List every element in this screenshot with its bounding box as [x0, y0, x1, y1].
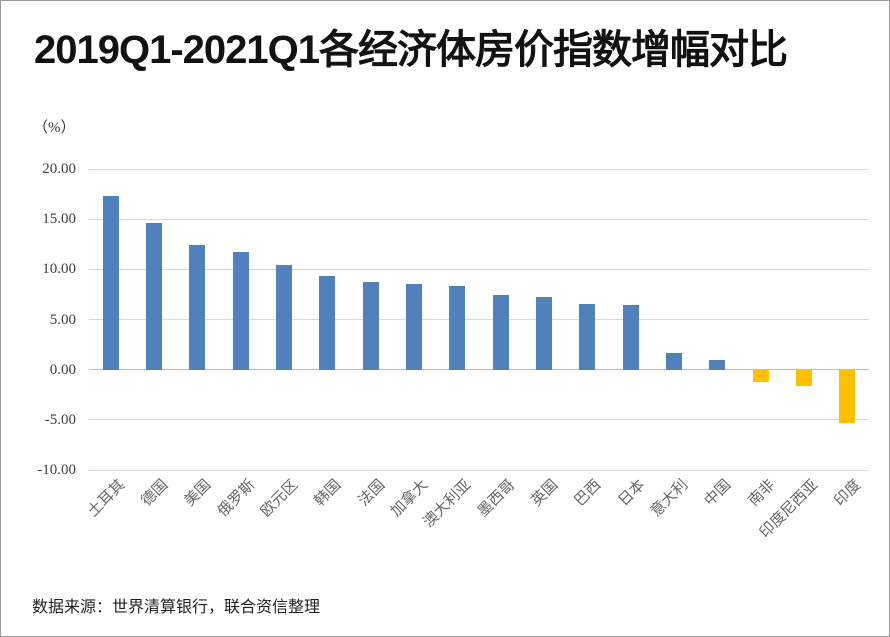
y-tick-label: 15.00 [42, 211, 76, 228]
bar-13 [622, 305, 639, 370]
x-axis-label: 美国 [182, 477, 215, 510]
x-axis-label: 英国 [528, 477, 562, 510]
gridline [89, 268, 869, 270]
bar-16 [752, 369, 769, 382]
plot-area: 土耳其 德国 美国 俄罗斯 欧元区 韩国 法国 加拿大 澳大利亚 墨西哥 英国 巴西 日本 意大利 中国 南非… [37, 161, 869, 541]
x-axis-label: 德国 [138, 477, 172, 510]
x-axis-label: 土耳其 [84, 477, 128, 521]
bar-4 [232, 252, 249, 370]
x-axis-label: 法国 [355, 477, 388, 510]
source-note: 数据来源：世界清算银行，联合资信整理 [32, 599, 321, 616]
bar-5 [276, 265, 292, 370]
x-axis-labels: 土耳其 德国 美国 俄罗斯 欧元区 韩国 法国 加拿大 澳大利亚 墨西哥 英国 巴西 日本 意大利 中国 南非… [85, 477, 869, 592]
bar-12 [579, 304, 596, 370]
bar-11 [536, 297, 552, 370]
y-tick-label: 10.00 [42, 261, 76, 278]
y-tick-label: 5.00 [49, 311, 76, 328]
x-axis-label: 日本 [615, 477, 648, 510]
bar-8 [406, 284, 422, 370]
x-axis-label: 意大利 [648, 477, 692, 521]
bar-1 [102, 196, 119, 370]
x-axis-label: 韩国 [312, 477, 345, 510]
gridline [89, 168, 869, 170]
y-axis-unit-label: （%） [33, 120, 76, 136]
gridline [89, 218, 869, 220]
bar-7 [362, 282, 379, 370]
y-tick-label: -10.00 [37, 462, 76, 478]
bar-2 [146, 223, 162, 370]
x-axis-label: 印度 [832, 477, 865, 510]
y-tick-label: 0.00 [49, 361, 76, 378]
bar-14 [666, 352, 682, 370]
gridline [89, 319, 869, 320]
gridline [89, 419, 869, 421]
bar-15 [709, 359, 726, 370]
x-axis-label: 俄罗斯 [214, 477, 258, 521]
y-tick-label: -5.00 [44, 411, 76, 428]
chart-title: 2019Q1-2021Q1各经济体房价指数增幅对比 [34, 28, 788, 72]
bar-3 [189, 245, 206, 370]
bar-6 [319, 276, 336, 370]
bar-10 [492, 295, 509, 370]
x-axis-label: 中国 [702, 477, 735, 510]
bar-18 [839, 369, 856, 423]
gridline [89, 469, 869, 471]
x-axis-label: 南非 [745, 477, 778, 510]
x-axis-label: 巴西 [572, 477, 605, 510]
bar-9 [449, 286, 466, 370]
x-axis-line [89, 369, 869, 371]
x-axis-label: 欧元区 [258, 477, 302, 521]
bar-17 [796, 369, 812, 386]
x-axis-label: 墨西哥 [474, 477, 518, 521]
y-tick-label: 20.00 [42, 161, 76, 177]
